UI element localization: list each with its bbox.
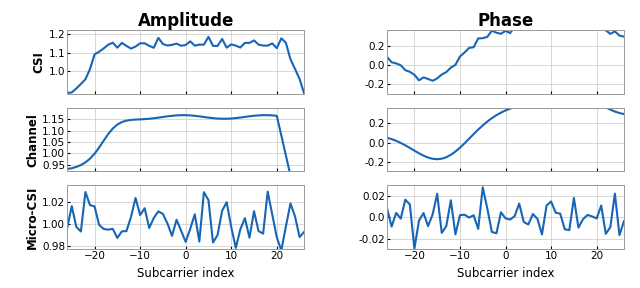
Y-axis label: Micro-CSI: Micro-CSI (26, 186, 39, 249)
X-axis label: Subcarrier index: Subcarrier index (137, 267, 234, 280)
Y-axis label: CSI: CSI (33, 51, 45, 73)
Y-axis label: Channel: Channel (26, 113, 39, 167)
X-axis label: Subcarrier index: Subcarrier index (457, 267, 554, 280)
Title: Amplitude: Amplitude (138, 12, 234, 30)
Title: Phase: Phase (477, 12, 534, 30)
